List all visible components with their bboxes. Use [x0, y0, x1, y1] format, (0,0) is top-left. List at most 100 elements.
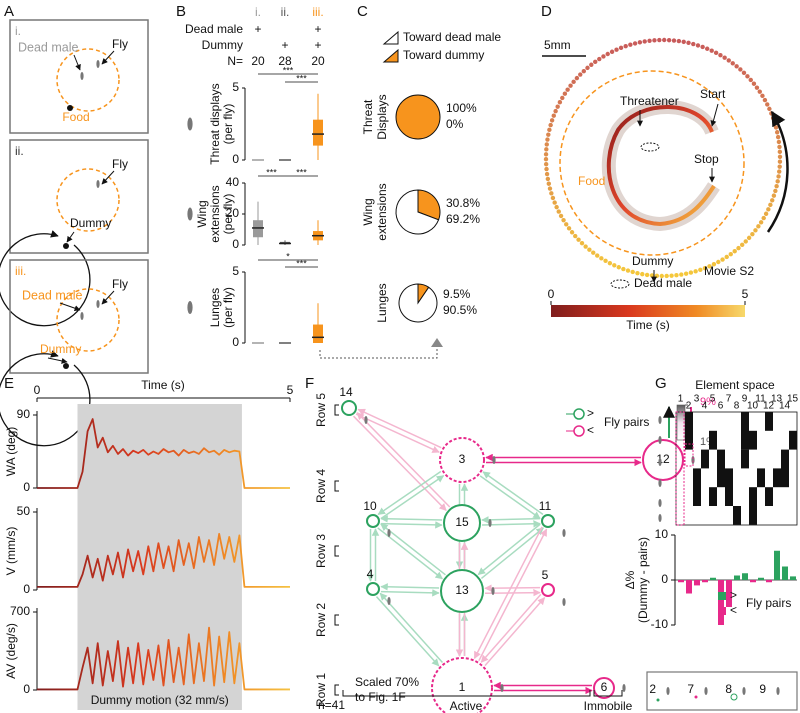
track-dot	[777, 149, 783, 155]
track-dot	[551, 113, 556, 118]
track-dot	[568, 83, 573, 88]
element-label: 15	[787, 394, 799, 405]
bar	[702, 580, 708, 583]
track-dot	[547, 186, 553, 191]
transition-edge	[377, 470, 442, 516]
track-dot	[773, 188, 778, 194]
condition-label: iii.	[312, 5, 323, 19]
fly-icon	[488, 519, 492, 527]
transition-edge	[380, 589, 440, 597]
node-label: 13	[455, 583, 469, 597]
fly-icon	[666, 687, 670, 695]
y-axis-label: (per fly)	[221, 194, 235, 235]
row-label: Row 5	[314, 393, 328, 427]
track-dot	[777, 159, 783, 164]
track-dot	[569, 230, 575, 235]
pie-slice	[395, 189, 440, 235]
transition-edge	[480, 527, 544, 580]
track-dot	[545, 176, 551, 182]
matrix-cell	[773, 468, 781, 488]
element-label: 5	[710, 394, 716, 405]
food-ring	[56, 288, 120, 352]
track-dot	[724, 254, 729, 260]
track-dot	[700, 44, 705, 50]
bar	[758, 577, 764, 580]
food-ring	[559, 70, 745, 256]
track-dot	[728, 251, 733, 257]
y-axis-label: Wing	[195, 200, 209, 227]
legend-label: >	[587, 406, 594, 420]
shade	[77, 404, 242, 710]
fly-icon	[658, 458, 662, 466]
transition-edge	[380, 515, 443, 523]
track-dot	[773, 125, 779, 130]
box	[313, 119, 323, 146]
track-dot	[583, 244, 588, 249]
track-dot	[566, 226, 572, 231]
track-dot	[599, 256, 604, 261]
track-dot	[757, 89, 762, 94]
row-label: Dead male	[185, 22, 243, 36]
key-mark	[730, 693, 738, 701]
transition-edge	[477, 523, 541, 576]
bar	[750, 580, 756, 583]
y-axis-label: Threat displays	[208, 83, 222, 164]
matrix-cell	[749, 487, 757, 525]
track-dot	[589, 62, 594, 67]
fly-icon	[658, 436, 662, 444]
track-dot	[553, 108, 558, 114]
label-arrow	[101, 290, 115, 305]
track-dot	[591, 250, 596, 255]
track-dot	[751, 81, 757, 86]
transition-edge	[379, 592, 444, 664]
state-node	[593, 677, 615, 699]
track-dot	[739, 242, 745, 248]
fly-icon	[776, 687, 780, 695]
rotation-arrow	[766, 110, 789, 233]
y-tick-label: 0	[23, 480, 30, 494]
pie-label: Threat	[361, 99, 375, 134]
node-label: 4	[367, 567, 374, 581]
legend-label: Fly pairs	[604, 415, 649, 429]
row-label: Row 3	[314, 534, 328, 568]
track-dot	[628, 42, 633, 47]
key-label: 9	[759, 682, 766, 696]
track-dot	[552, 200, 557, 205]
track-dot	[564, 222, 569, 227]
matrix-cell	[765, 487, 773, 506]
track-dot	[625, 268, 631, 273]
legend-swatch	[382, 30, 399, 45]
group-bracket	[593, 690, 623, 697]
dummy-label: Dummy	[40, 342, 81, 356]
row-bracket	[334, 614, 339, 626]
link-arrow	[319, 346, 438, 359]
y-tick-label: 10	[655, 527, 669, 541]
dead-male-label: Dead male	[18, 40, 78, 54]
track-dot	[649, 273, 655, 278]
y-axis-label: Δ%	[623, 570, 637, 589]
arena-box	[9, 259, 149, 374]
fly-icon	[622, 684, 626, 692]
track-dot	[601, 54, 606, 59]
bar	[718, 580, 724, 625]
y-axis-label: (per fly)	[221, 104, 235, 145]
node-label: 12	[656, 452, 670, 466]
arena-box	[9, 19, 149, 134]
y-axis-label: V (mm/s)	[4, 527, 18, 576]
y-tick-label: 0	[232, 335, 239, 349]
label-arrow	[59, 302, 81, 312]
n-label: 20	[251, 54, 265, 68]
x-axis-label: Time (s)	[141, 378, 185, 392]
motion-path	[0, 350, 91, 447]
panel-letter: A	[4, 3, 14, 20]
pie-slice	[417, 189, 441, 221]
fly-label: Fly	[112, 157, 128, 171]
legend-label: <	[730, 603, 737, 617]
fly-icon	[80, 72, 84, 80]
matrix-cell	[749, 430, 757, 450]
scale-label: 9%	[700, 396, 716, 408]
condition-label: i.	[255, 5, 261, 19]
box	[313, 324, 323, 343]
scale-label: 5mm	[544, 38, 571, 52]
